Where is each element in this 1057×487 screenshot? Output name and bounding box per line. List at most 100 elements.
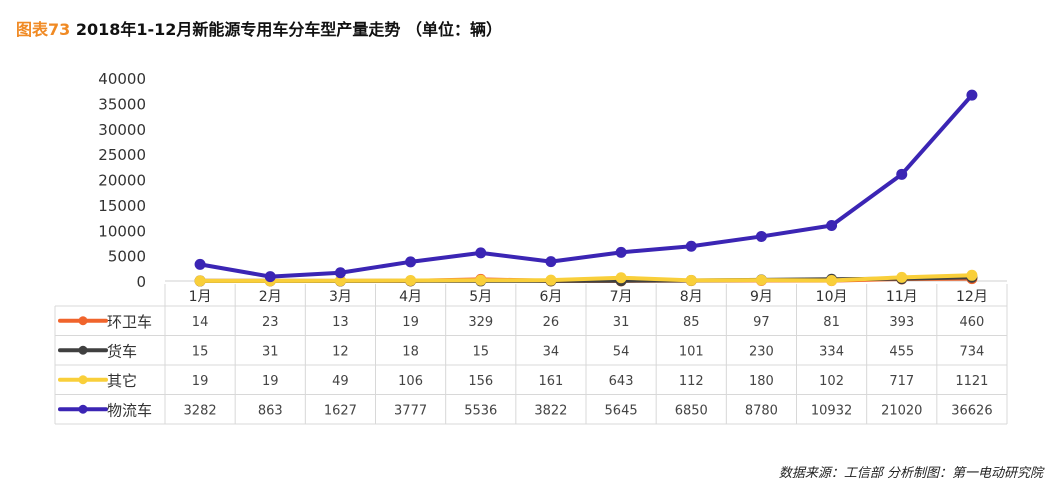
source-note: 数据来源：工信部 分析制图：第一电动研究院 [778,466,1043,481]
data-table-value: 49 [332,374,349,389]
y-tick-label: 0 [136,273,146,291]
data-table-value: 97 [753,315,770,330]
legend-marker [78,316,88,326]
x-tick-label: 4月 [399,289,422,305]
data-table-value: 863 [258,403,283,418]
data-point [755,230,767,242]
data-table-value: 3777 [394,403,427,418]
data-table-value: 26 [543,315,560,330]
x-tick-label: 9月 [750,289,773,305]
data-point [966,89,978,101]
y-tick-label: 5000 [108,248,146,266]
data-point [545,256,557,268]
data-table-value: 8780 [745,403,778,418]
data-point [264,271,276,283]
data-table-value: 6850 [675,403,708,418]
data-table-value: 1627 [324,403,357,418]
y-tick-label: 25000 [98,146,146,164]
data-point [615,246,627,258]
data-table-value: 18 [402,344,419,359]
chart-title: 图表73 2018年1-12月新能源专用车分车型产量走势 （单位：辆） [16,16,502,40]
data-table-value: 643 [609,374,634,389]
data-table-value: 329 [468,315,493,330]
data-table-value: 13 [332,315,349,330]
data-point [826,220,838,232]
data-table-value: 161 [539,374,564,389]
legend-marker [78,345,88,355]
title-text: 2018年1-12月新能源专用车分车型产量走势 （单位：辆） [70,20,502,39]
legend-label: 环卫车 [107,313,152,331]
x-tick-label: 8月 [680,289,703,305]
data-table-value: 334 [819,344,844,359]
data-table-value: 19 [192,374,209,389]
data-table-value: 21020 [881,403,922,418]
data-table-value: 3822 [534,403,567,418]
x-tick-label: 10月 [816,289,848,305]
data-point [194,275,206,287]
data-point [334,267,346,279]
legend-label: 货车 [107,342,137,360]
y-tick-label: 30000 [98,121,146,139]
y-tick-label: 40000 [98,70,146,88]
data-table-value: 15 [192,344,209,359]
data-point [685,274,697,286]
data-table-value: 19 [402,315,419,330]
data-point [334,275,346,287]
data-table-value: 81 [823,315,840,330]
data-table-value: 393 [889,315,914,330]
legend-marker [78,375,88,385]
data-table-value: 460 [960,315,985,330]
data-point [615,272,627,284]
x-tick-label: 2月 [259,289,282,305]
data-point [194,258,206,270]
data-table-value: 10932 [811,403,852,418]
data-point [755,274,767,286]
data-table-value: 5536 [464,403,497,418]
y-tick-label: 15000 [98,197,146,215]
data-point [826,274,838,286]
data-table-value: 23 [262,315,279,330]
x-tick-label: 5月 [469,289,492,305]
x-tick-label: 3月 [329,289,352,305]
x-tick-label: 7月 [610,289,633,305]
series-line-物流车 [199,93,974,279]
data-point [545,274,557,286]
data-table-value: 734 [960,344,985,359]
data-table-value: 31 [262,344,279,359]
y-tick-label: 20000 [98,172,146,190]
data-table-value: 455 [889,344,914,359]
data-table-value: 101 [679,344,704,359]
data-table-value: 36626 [951,403,992,418]
data-table-value: 106 [398,374,423,389]
data-point [896,168,908,180]
data-table-value: 5645 [605,403,638,418]
legend-label: 其它 [107,372,137,390]
legend-label: 物流车 [107,401,152,419]
data-point [475,274,487,286]
data-point [685,240,697,252]
data-table-value: 31 [613,315,630,330]
legend-marker [78,404,88,414]
data-table-value: 14 [192,315,209,330]
data-point [405,256,417,268]
data-point [405,274,417,286]
y-tick-label: 10000 [98,222,146,240]
data-point [475,247,487,259]
figure-number: 图表73 [16,20,71,39]
data-table-value: 230 [749,344,774,359]
data-table-value: 1121 [955,374,988,389]
data-point [896,271,908,283]
data-table-value: 102 [819,374,844,389]
series-line-其它 [200,273,972,283]
data-table-value: 112 [679,374,704,389]
data-table-value: 717 [889,374,914,389]
x-tick-label: 12月 [956,289,988,305]
x-tick-label: 1月 [189,289,212,305]
data-table-value: 85 [683,315,700,330]
data-table-value: 12 [332,344,349,359]
data-table-value: 180 [749,374,774,389]
data-table-value: 34 [543,344,560,359]
data-point [966,269,978,281]
